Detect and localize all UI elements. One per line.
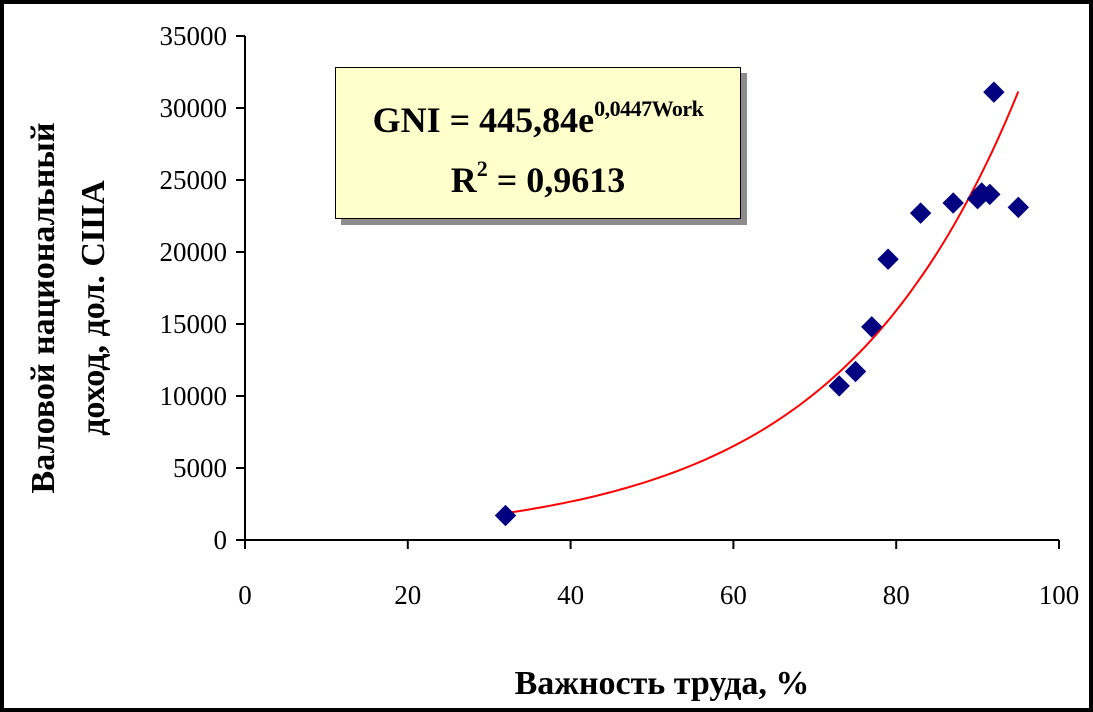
y-tick-label: 30000 xyxy=(160,93,228,123)
data-point xyxy=(844,360,867,383)
y-tick-label: 15000 xyxy=(160,309,228,339)
data-point xyxy=(494,504,517,527)
trendline-curve xyxy=(505,91,1020,515)
x-tick-label: 20 xyxy=(394,580,421,610)
r-squared-symbol: R xyxy=(450,160,477,200)
r-squared: R2 = 0,9613 xyxy=(336,156,740,201)
x-tick-label: 60 xyxy=(720,580,747,610)
data-points xyxy=(494,81,1030,527)
y-tick-label: 25000 xyxy=(160,165,228,195)
equation-base: GNI = 445,84e xyxy=(372,100,595,140)
r-squared-value: = 0,9613 xyxy=(487,160,626,200)
y-axis-title-line: Валовой национальный xyxy=(25,123,62,494)
axes xyxy=(244,36,1059,541)
r-squared-superscript: 2 xyxy=(476,156,488,181)
data-point xyxy=(828,375,850,397)
y-tick-label: 0 xyxy=(214,525,228,555)
y-tick-label: 35000 xyxy=(160,21,228,51)
ticks: 0 5000 10000 15000 20000 25000 30000 35000 0 20 40… xyxy=(160,21,1080,610)
data-point xyxy=(979,183,1001,206)
y-axis-title: Валовой национальный доход, дол. США xyxy=(25,123,112,494)
y-tick-label: 5000 xyxy=(173,453,227,483)
data-point xyxy=(942,192,964,214)
trendline-equation: GNI = 445,84e0,0447Work xyxy=(336,96,740,141)
x-axis-title: Важность труда, % xyxy=(515,665,810,702)
data-point xyxy=(877,248,899,270)
y-axis-title-line: доход, дол. США xyxy=(75,180,112,436)
x-tick-label: 40 xyxy=(557,580,584,610)
x-tick-label: 80 xyxy=(883,580,910,610)
y-tick-label: 20000 xyxy=(160,237,228,267)
y-tick-label: 10000 xyxy=(160,381,228,411)
data-point xyxy=(1007,196,1030,219)
scatter-chart: Валовой национальный доход, дол. США 0 500… xyxy=(25,21,1080,702)
trendline xyxy=(505,91,1020,515)
data-point xyxy=(983,81,1005,103)
x-tick-label: 0 xyxy=(238,580,252,610)
data-point xyxy=(909,202,932,224)
x-tick-label: 100 xyxy=(1039,580,1080,610)
data-point xyxy=(861,316,883,338)
trendline-equation-box: GNI = 445,84e0,0447Work R2 = 0,9613 xyxy=(335,67,741,219)
equation-exponent: 0,0447Work xyxy=(594,96,704,121)
chart-frame: Валовой национальный доход, дол. США 0 500… xyxy=(4,4,1089,708)
